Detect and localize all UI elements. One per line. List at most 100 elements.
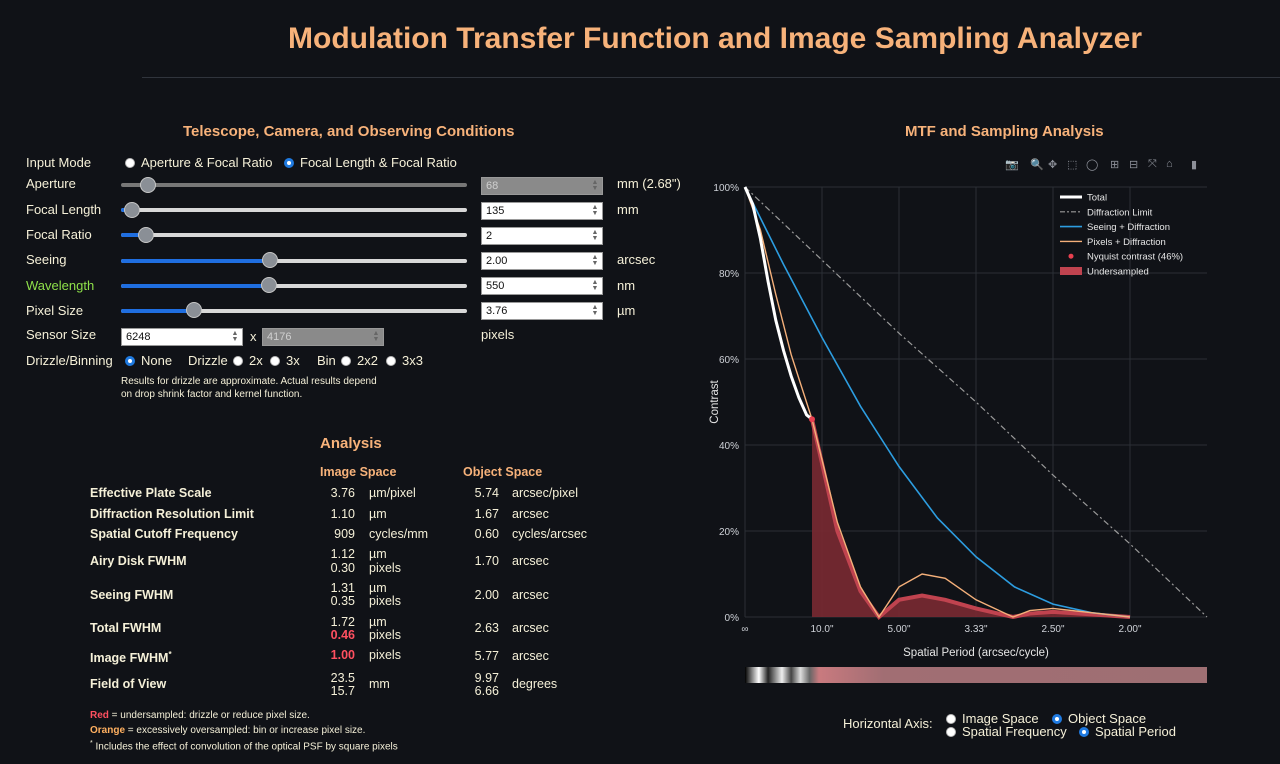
wavelength-unit: nm <box>617 278 636 293</box>
input-mode-label: Input Mode <box>26 155 92 170</box>
airy-fwhm-label: Airy Disk FWHM <box>90 554 187 568</box>
zoom-in-icon[interactable]: ⊞ <box>1110 159 1120 171</box>
pixel-size-label: Pixel Size <box>26 303 84 318</box>
spinner-icon[interactable]: ▲ ▼ <box>591 229 599 242</box>
seeing-slider-thumb[interactable] <box>262 252 278 268</box>
spinner-icon[interactable]: ▲ ▼ <box>372 330 380 343</box>
cutoff-object-unit: cycles/arcsec <box>512 527 588 541</box>
wavelength-input[interactable]: 550 ▲ ▼ <box>481 277 603 295</box>
field-of-view-label: Field of View <box>90 677 167 691</box>
spinner-icon[interactable]: ▲ ▼ <box>591 179 599 192</box>
axis-spatial-frequency-radio[interactable]: Spatial Frequency <box>946 724 1067 739</box>
axis-spatial-period-radio[interactable]: Spatial Period <box>1079 724 1176 739</box>
pixel-size-slider[interactable] <box>121 309 467 313</box>
pixel-size-input[interactable]: 3.76 ▲ ▼ <box>481 302 603 320</box>
bin-3x3-radio[interactable]: 3x3 <box>386 353 423 368</box>
seeing-image-value-px: 0.35 <box>330 594 355 608</box>
x-tick-label: 5.00" <box>887 624 910 635</box>
zoom-icon[interactable]: 🔍 <box>1030 159 1044 171</box>
focal-length-slider-thumb[interactable] <box>124 202 140 218</box>
axis-image-space-radio[interactable]: Image Space <box>946 711 1039 726</box>
drizzle-label: Drizzle <box>188 353 228 368</box>
y-tick-label: 20% <box>719 527 739 538</box>
diffraction-limit-label: Diffraction Resolution Limit <box>90 507 254 521</box>
plate-scale-object-unit: arcsec/pixel <box>512 486 578 500</box>
airy-object-value: 1.70 <box>474 554 499 568</box>
plate-scale-image-value: 3.76 <box>330 486 355 500</box>
wavelength-slider-thumb[interactable] <box>261 277 277 293</box>
series-seeing-diffraction <box>744 186 1131 618</box>
legend-label: Diffraction Limit <box>1087 207 1153 218</box>
image-fwhm-image-value: 1.00 <box>330 648 355 662</box>
sampling-pattern-strip <box>745 667 1207 683</box>
seeing-slider[interactable] <box>121 259 467 263</box>
wavelength-slider[interactable] <box>121 284 467 288</box>
autoscale-icon[interactable]: ⤧ <box>1148 158 1157 170</box>
x-tick-label: 10.0" <box>810 624 833 635</box>
radio-unselected-icon <box>233 355 243 366</box>
footnote-star: * Includes the effect of convolution of … <box>90 740 398 753</box>
legend-label: Total <box>1087 193 1107 204</box>
focal-ratio-slider-thumb[interactable] <box>138 227 154 243</box>
spinner-icon[interactable]: ▲ ▼ <box>591 279 599 292</box>
mtf-chart[interactable]: 0% 20% 40% 60% 80% 100% ∞ 10.0" 5.00" 3.33" 2.50" 2… <box>700 170 1220 670</box>
plotly-logo-icon[interactable]: ▮ <box>1191 159 1198 171</box>
zoom-out-icon[interactable]: ⊟ <box>1129 159 1139 171</box>
radio-selected-icon <box>125 355 135 366</box>
drizzle-none-radio[interactable]: None <box>125 353 172 368</box>
sensor-width-input[interactable]: 6248 ▲ ▼ <box>121 328 243 346</box>
drizzle-2x-radio[interactable]: 2x <box>233 353 263 368</box>
spinner-icon[interactable]: ▲ ▼ <box>591 204 599 217</box>
cutoff-object-value: 0.60 <box>474 527 499 541</box>
total-image-unit-um: µm <box>369 615 387 629</box>
plate-scale-object-value: 5.74 <box>474 486 499 500</box>
bin-2x2-radio[interactable]: 2x2 <box>341 353 378 368</box>
y-tick-label: 80% <box>719 269 739 280</box>
spinner-icon[interactable]: ▲ ▼ <box>591 304 599 317</box>
airy-image-value-px: 0.30 <box>330 561 355 575</box>
total-image-value-um: 1.72 <box>330 615 355 629</box>
diffraction-image-value: 1.10 <box>330 507 355 521</box>
image-space-header: Image Space <box>320 465 397 479</box>
spinner-icon[interactable]: ▲ ▼ <box>591 254 599 267</box>
axis-object-space-radio[interactable]: Object Space <box>1052 711 1146 726</box>
aperture-slider-thumb[interactable] <box>140 177 156 193</box>
seeing-object-unit: arcsec <box>512 588 549 602</box>
plate-scale-image-unit: µm/pixel <box>369 486 416 500</box>
focal-ratio-slider[interactable] <box>121 233 467 237</box>
focal-length-slider[interactable] <box>121 208 467 212</box>
home-icon[interactable]: ⌂ <box>1166 158 1173 170</box>
drizzle-3x-radio[interactable]: 3x <box>270 353 300 368</box>
total-object-value: 2.63 <box>474 621 499 635</box>
total-image-value-px: 0.46 <box>330 628 355 642</box>
camera-icon[interactable]: 📷 <box>1005 159 1019 171</box>
image-fwhm-label: Image FWHM* <box>90 650 172 666</box>
box-select-icon[interactable]: ⬚ <box>1067 159 1078 171</box>
radio-unselected-icon <box>270 355 280 366</box>
pixel-size-slider-thumb[interactable] <box>186 302 202 318</box>
fov-object-value-w: 9.97 <box>474 671 499 685</box>
lasso-icon[interactable]: ◯ <box>1086 159 1099 171</box>
focal-length-unit: mm <box>617 202 639 217</box>
focal-length-input[interactable]: 135 ▲ ▼ <box>481 202 603 220</box>
fov-image-unit: mm <box>369 677 390 691</box>
fov-object-unit: degrees <box>512 677 558 691</box>
image-fwhm-image-unit: pixels <box>369 648 401 662</box>
diffraction-object-value: 1.67 <box>474 507 499 521</box>
horizontal-axis-label: Horizontal Axis: <box>843 716 933 731</box>
seeing-input[interactable]: 2.00 ▲ ▼ <box>481 252 603 270</box>
radio-selected-icon <box>1052 713 1062 724</box>
focal-ratio-input[interactable]: 2 ▲ ▼ <box>481 227 603 245</box>
aperture-input[interactable]: 68 ▲ ▼ <box>481 177 603 195</box>
sensor-height-input[interactable]: 4176 ▲ ▼ <box>262 328 384 346</box>
page-title: Modulation Transfer Function and Image S… <box>288 22 1142 55</box>
title-divider <box>142 77 1280 78</box>
radio-unselected-icon <box>341 355 351 366</box>
spinner-icon[interactable]: ▲ ▼ <box>231 330 239 343</box>
pan-icon[interactable]: ✥ <box>1048 159 1058 171</box>
aperture-slider[interactable] <box>121 183 467 187</box>
input-mode-focal-length-radio[interactable]: Focal Length & Focal Ratio <box>284 155 457 170</box>
bin-label: Bin <box>317 353 336 368</box>
input-mode-aperture-radio[interactable]: Aperture & Focal Ratio <box>125 155 273 170</box>
x-tick-label: 3.33" <box>964 624 987 635</box>
